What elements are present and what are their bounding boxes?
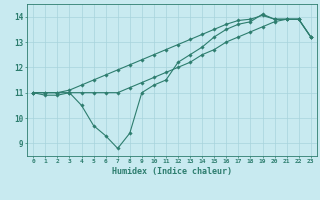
X-axis label: Humidex (Indice chaleur): Humidex (Indice chaleur) (112, 167, 232, 176)
